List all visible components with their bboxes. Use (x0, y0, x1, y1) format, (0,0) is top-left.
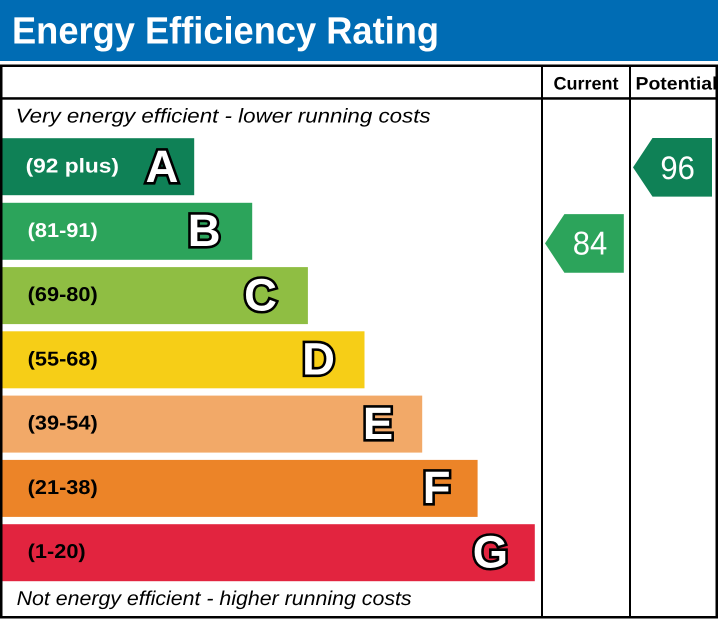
svg-text:F: F (423, 462, 451, 513)
svg-text:(21-38): (21-38) (28, 477, 98, 499)
svg-text:D: D (302, 334, 335, 385)
svg-text:96: 96 (660, 150, 695, 186)
svg-text:G: G (473, 527, 508, 578)
svg-text:(1-20): (1-20) (28, 541, 86, 563)
svg-text:Current: Current (554, 74, 619, 94)
svg-text:(39-54): (39-54) (28, 413, 98, 435)
svg-text:E: E (363, 398, 393, 449)
svg-text:A: A (146, 141, 179, 192)
svg-text:84: 84 (573, 225, 608, 262)
svg-text:(81-91): (81-91) (28, 220, 98, 242)
svg-text:(92 plus): (92 plus) (26, 155, 119, 177)
svg-text:(55-68): (55-68) (28, 348, 98, 370)
svg-text:B: B (188, 205, 221, 256)
svg-text:Not energy efficient - higher: Not energy efficient - higher running co… (17, 588, 412, 610)
svg-text:Very energy efficient - lower: Very energy efficient - lower running co… (16, 106, 431, 128)
svg-text:Energy Efficiency Rating: Energy Efficiency Rating (12, 11, 439, 53)
svg-text:C: C (244, 269, 277, 320)
svg-text:Potential: Potential (636, 74, 718, 94)
svg-text:(69-80): (69-80) (28, 284, 98, 306)
